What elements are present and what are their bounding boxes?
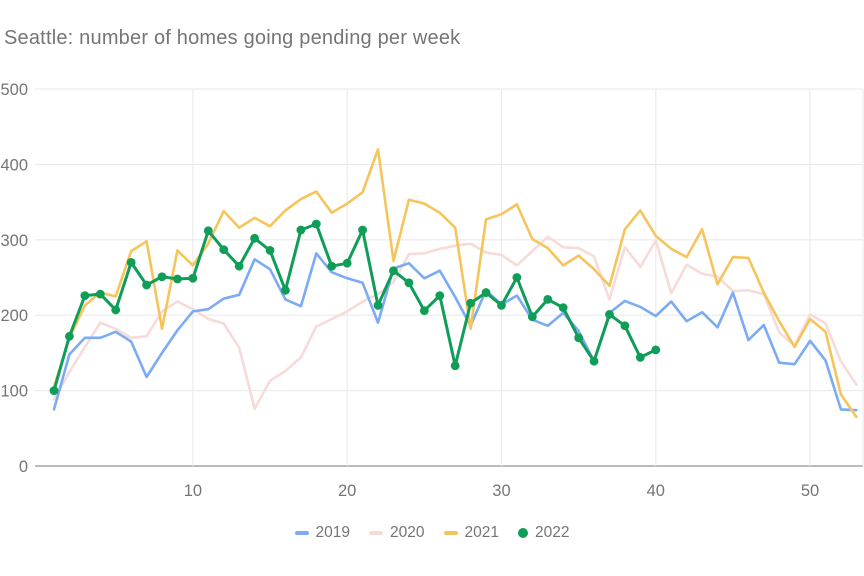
y-axis-tick-label: 0	[19, 458, 28, 476]
legend-line-swatch	[443, 531, 458, 535]
series-point-2022	[435, 291, 445, 300]
y-axis-tick-label: 500	[0, 81, 28, 99]
series-point-2022	[389, 266, 398, 276]
series-point-2022	[620, 321, 630, 331]
series-point-2022	[558, 303, 568, 313]
legend-item-2019: 2019	[294, 524, 351, 542]
x-axis-tick-label: 10	[184, 482, 202, 500]
series-point-2022	[635, 353, 645, 362]
series-point-2022	[574, 333, 584, 343]
series-point-2022	[404, 278, 414, 288]
y-axis-tick-label: 100	[0, 383, 28, 401]
series-point-2022	[65, 331, 74, 341]
series-point-2022	[296, 225, 306, 235]
legend-item-2022: 2022	[517, 524, 570, 542]
legend-line-swatch	[369, 531, 384, 535]
series-point-2022	[311, 219, 321, 229]
legend-item-2020: 2020	[369, 524, 425, 542]
legend-label: 2019	[315, 524, 351, 541]
series-point-2022	[481, 288, 491, 297]
series-line-2020	[52, 235, 858, 411]
series-point-2022	[111, 305, 121, 315]
series-point-2022	[95, 289, 105, 299]
series-point-2022	[450, 361, 460, 371]
series-point-2022	[142, 280, 151, 290]
series-point-2022	[80, 291, 90, 300]
series-point-2022	[651, 345, 661, 355]
y-axis-tick-label: 200	[0, 307, 28, 325]
series-point-2022	[234, 261, 244, 271]
series-line-2021	[52, 148, 858, 419]
x-axis-tick-label: 30	[492, 482, 510, 500]
series-point-2022	[188, 273, 198, 283]
chart-legend: 2019 2020 2021 2022	[0, 524, 864, 542]
series-point-2022	[527, 312, 537, 322]
series-line-2022	[52, 222, 658, 393]
legend-label: 2021	[464, 524, 499, 541]
series-point-2022	[466, 298, 476, 308]
x-axis-tick-label: 50	[801, 482, 819, 500]
series-point-2022	[219, 245, 229, 255]
series-point-2022	[281, 285, 290, 295]
legend-label: 2022	[534, 524, 570, 541]
series-point-2022	[543, 294, 553, 304]
y-axis-tick-label: 300	[0, 232, 28, 250]
series-point-2022	[327, 261, 337, 271]
series-point-2022	[173, 274, 182, 284]
series-point-2022	[203, 226, 213, 236]
series-point-2022	[157, 272, 167, 282]
series-point-2022	[373, 300, 383, 310]
series-point-2022	[250, 233, 259, 243]
legend-item-2021: 2021	[443, 524, 499, 542]
series-point-2022	[605, 310, 614, 319]
series-point-2022	[49, 386, 59, 395]
legend-label: 2020	[390, 524, 425, 541]
series-point-2022	[419, 306, 429, 316]
series-point-2022	[265, 245, 275, 255]
series-point-2022	[589, 356, 599, 366]
series-point-2022	[512, 273, 522, 282]
series-point-2022	[126, 258, 136, 267]
chart-title: Seattle: number of homes going pending p…	[4, 27, 461, 49]
series-point-2022	[342, 258, 352, 268]
x-axis-tick-label: 20	[338, 482, 356, 500]
series-line-2019	[52, 252, 858, 412]
legend-dot-swatch	[517, 528, 528, 538]
legend-line-swatch	[294, 531, 309, 535]
x-axis-tick-label: 40	[647, 482, 665, 500]
series-point-2022	[358, 225, 367, 235]
series-point-2022	[497, 300, 506, 310]
y-axis-tick-label: 400	[0, 156, 28, 174]
